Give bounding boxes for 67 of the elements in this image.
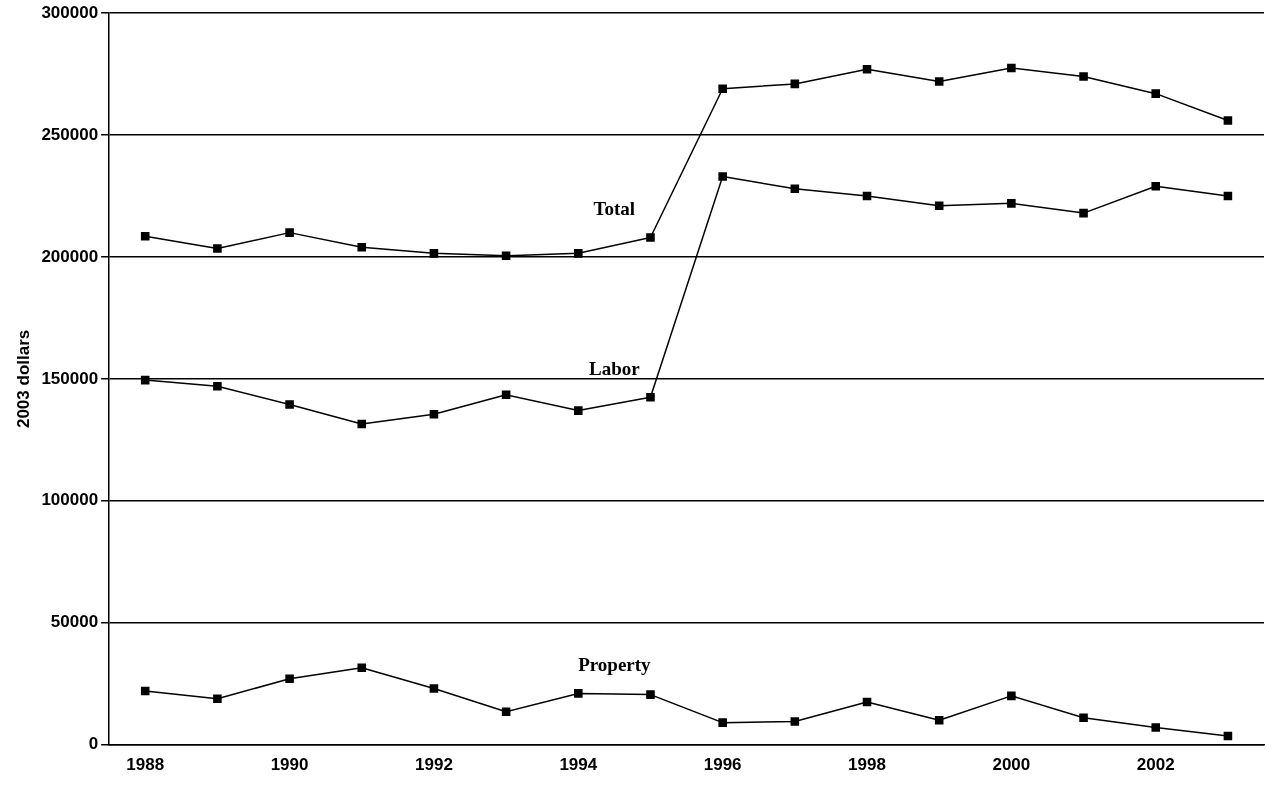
point [574, 406, 583, 415]
point [1007, 63, 1016, 73]
point [429, 249, 439, 258]
y-tick-label: 300000 [41, 2, 99, 22]
point [213, 244, 222, 253]
y-tick-label: 150000 [41, 368, 99, 388]
y-tick-label: 0 [88, 734, 99, 754]
point [862, 697, 872, 707]
x-tick-label: 1990 [270, 755, 309, 775]
point [574, 249, 583, 258]
point [140, 375, 150, 385]
y-tick-label: 100000 [41, 490, 99, 510]
point [1223, 731, 1233, 741]
point [862, 191, 872, 201]
point [790, 717, 800, 726]
point [1223, 191, 1233, 201]
point [718, 718, 727, 727]
point [934, 77, 944, 86]
point [1079, 72, 1088, 81]
x-tick-label: 1988 [126, 755, 165, 775]
x-tick-label: 2002 [1136, 755, 1175, 775]
point [213, 381, 222, 391]
point [357, 663, 367, 673]
point [429, 409, 439, 419]
point [285, 674, 294, 684]
point [213, 694, 222, 704]
point [862, 64, 872, 74]
point [1151, 182, 1161, 191]
point [646, 690, 655, 699]
point [501, 390, 511, 400]
point [1079, 713, 1088, 723]
point [357, 419, 367, 429]
x-tick-label: 1996 [703, 755, 742, 775]
point [140, 231, 150, 241]
y-tick-label: 250000 [41, 124, 99, 144]
point [790, 79, 800, 89]
x-tick-label: 1994 [559, 755, 598, 775]
point [285, 400, 294, 409]
point [718, 172, 727, 181]
point [1151, 723, 1161, 732]
point [1223, 116, 1233, 125]
point [501, 707, 511, 716]
point [501, 251, 511, 261]
x-tick-label: 2000 [992, 755, 1031, 775]
point [934, 201, 944, 211]
point [357, 242, 367, 252]
x-tick-label: 1992 [415, 755, 453, 775]
point [718, 84, 727, 94]
point [1151, 89, 1161, 98]
point [934, 715, 944, 725]
point [1007, 691, 1016, 701]
point [1079, 208, 1088, 218]
point [646, 392, 655, 402]
series-label: Property [578, 653, 652, 675]
point [429, 684, 439, 693]
point [574, 689, 583, 698]
y-tick-label: 200000 [41, 246, 99, 266]
point [140, 686, 150, 696]
point [646, 233, 655, 242]
point [1007, 199, 1016, 208]
y-tick-label: 50000 [50, 612, 99, 632]
y-axis-title: 2003 dollars [13, 329, 33, 429]
series-label: Total [593, 197, 636, 219]
point [790, 184, 800, 194]
x-tick-label: 1998 [848, 755, 886, 775]
series-label: Labor [589, 357, 641, 379]
point [285, 228, 294, 237]
